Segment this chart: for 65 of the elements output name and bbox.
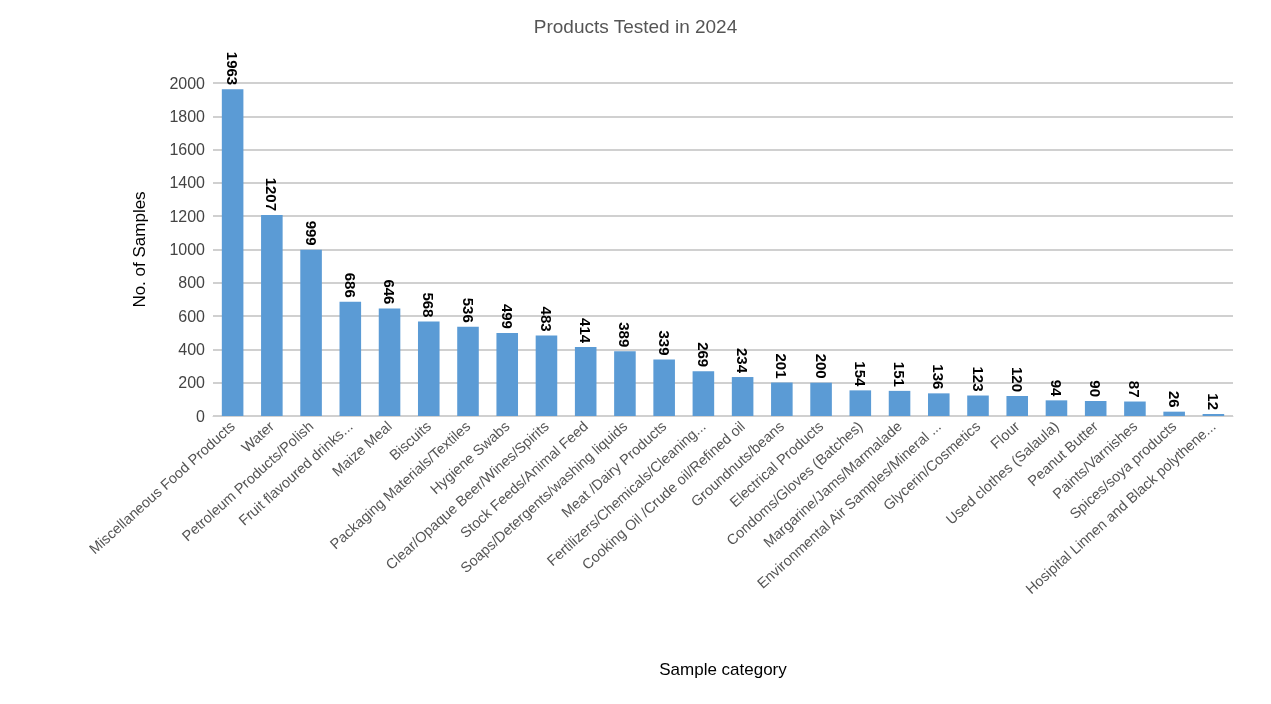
data-label: 646 — [381, 279, 399, 305]
data-label: 200 — [812, 353, 830, 379]
bar — [574, 347, 597, 416]
y-tick-label: 600 — [178, 307, 206, 325]
y-tick-label: 1600 — [169, 141, 206, 159]
bar — [888, 390, 911, 416]
data-label: 389 — [616, 322, 634, 348]
bar — [614, 351, 636, 416]
data-label: 536 — [459, 297, 477, 323]
y-tick-label: 0 — [196, 407, 206, 425]
chart-title: Products Tested in 2024 — [533, 16, 738, 37]
bar — [1045, 400, 1068, 416]
data-label: 87 — [1126, 380, 1144, 398]
bar — [496, 332, 519, 416]
y-tick-label: 800 — [178, 274, 206, 292]
bar — [378, 308, 401, 416]
data-label: 151 — [891, 361, 909, 387]
bar — [810, 382, 832, 416]
data-label: 90 — [1087, 380, 1105, 398]
data-label: 499 — [498, 303, 516, 329]
data-label: 686 — [341, 272, 359, 298]
data-label: 483 — [537, 306, 555, 332]
data-label: 339 — [655, 330, 673, 356]
bar — [849, 390, 872, 416]
data-label: 120 — [1008, 366, 1026, 393]
data-label: 94 — [1047, 379, 1065, 397]
y-tick-label: 200 — [178, 374, 206, 392]
y-tick-label: 400 — [178, 340, 206, 358]
bar — [1163, 411, 1185, 416]
bar — [457, 326, 479, 416]
data-label: 568 — [420, 292, 438, 318]
y-tick-label: 1200 — [169, 207, 206, 225]
y-axis-title: No. of Samples — [130, 191, 149, 308]
bar — [1124, 401, 1146, 416]
data-label: 269 — [694, 342, 712, 368]
bar — [967, 395, 989, 416]
data-label: 999 — [302, 220, 320, 246]
y-tick-label: 1400 — [169, 174, 206, 192]
bar — [1084, 401, 1107, 416]
bar — [339, 301, 362, 416]
data-label: 234 — [734, 348, 752, 374]
x-axis-title: Sample category — [659, 660, 788, 679]
data-label: 414 — [577, 318, 595, 344]
y-tick-label: 2000 — [169, 74, 206, 92]
bar — [731, 377, 754, 416]
bar — [692, 371, 715, 416]
bar — [535, 335, 558, 416]
data-label: 1963 — [224, 51, 242, 86]
bar — [653, 359, 675, 416]
bar — [417, 321, 440, 416]
data-label: 12 — [1204, 393, 1222, 410]
data-label: 26 — [1165, 390, 1183, 408]
bar — [1006, 396, 1029, 416]
data-label: 201 — [773, 353, 791, 379]
data-label: 136 — [930, 364, 948, 390]
data-label: 1207 — [263, 177, 281, 212]
bar — [300, 249, 322, 416]
bar — [261, 215, 283, 416]
bar — [221, 89, 244, 416]
bar — [927, 393, 950, 416]
y-tick-label: 1000 — [169, 241, 206, 258]
y-tick-label: 1800 — [169, 107, 206, 125]
data-label: 123 — [969, 366, 987, 392]
data-label: 154 — [851, 361, 869, 388]
bar — [771, 382, 793, 416]
